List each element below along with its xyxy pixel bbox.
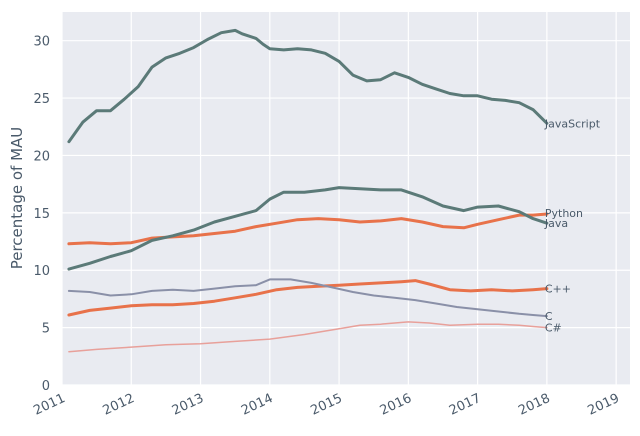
y-tick-label: 25 bbox=[33, 92, 50, 107]
series-line-python bbox=[67, 212, 549, 246]
y-axis-ticks: 0 5 10 15 20 25 30 bbox=[33, 35, 50, 394]
x-tick-label: 2016 bbox=[378, 391, 414, 419]
y-tick-label: 0 bbox=[42, 379, 50, 394]
series-end-label: C# bbox=[545, 322, 562, 335]
x-tick-label: 2015 bbox=[308, 391, 344, 419]
series-end-label: JavaScript bbox=[544, 117, 601, 130]
x-tick-label: 2012 bbox=[101, 391, 137, 419]
y-tick-label: 15 bbox=[33, 207, 50, 222]
series-line-csharp bbox=[68, 321, 548, 353]
y-axis-title: Percentage of MAU bbox=[8, 127, 26, 270]
plot-background bbox=[62, 12, 630, 385]
series-line-c bbox=[67, 278, 548, 318]
x-tick-label: 2014 bbox=[239, 391, 275, 419]
x-tick-label: 2018 bbox=[516, 391, 552, 419]
series-line-javascript bbox=[67, 28, 549, 144]
series-line-cpp bbox=[67, 279, 549, 317]
x-tick-label: 2017 bbox=[447, 391, 483, 419]
series-end-label: C bbox=[545, 310, 553, 323]
x-tick-label: 2011 bbox=[31, 391, 67, 419]
y-tick-label: 20 bbox=[33, 149, 50, 164]
y-tick-label: 5 bbox=[42, 322, 50, 337]
y-tick-label: 30 bbox=[33, 35, 50, 50]
y-tick-label: 10 bbox=[33, 264, 50, 279]
series-end-label: Java bbox=[544, 217, 568, 230]
series-end-label: Python bbox=[545, 207, 583, 220]
x-axis-ticks: 2011 2012 2013 2014 2015 2016 2017 2018 2019 bbox=[31, 391, 621, 419]
series-end-label: C++ bbox=[545, 283, 571, 296]
x-tick-label: 2013 bbox=[170, 391, 206, 419]
x-tick-label: 2019 bbox=[586, 391, 622, 419]
series-line-java bbox=[67, 186, 549, 271]
series-lines bbox=[67, 28, 549, 353]
